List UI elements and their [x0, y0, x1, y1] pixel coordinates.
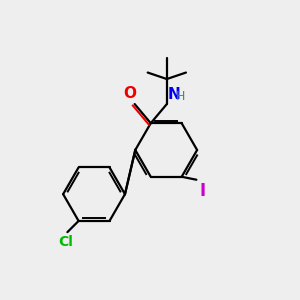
Text: Cl: Cl — [58, 235, 74, 249]
Text: O: O — [124, 85, 137, 100]
Text: N: N — [167, 87, 180, 102]
Text: I: I — [199, 182, 206, 200]
Text: H: H — [176, 91, 186, 103]
